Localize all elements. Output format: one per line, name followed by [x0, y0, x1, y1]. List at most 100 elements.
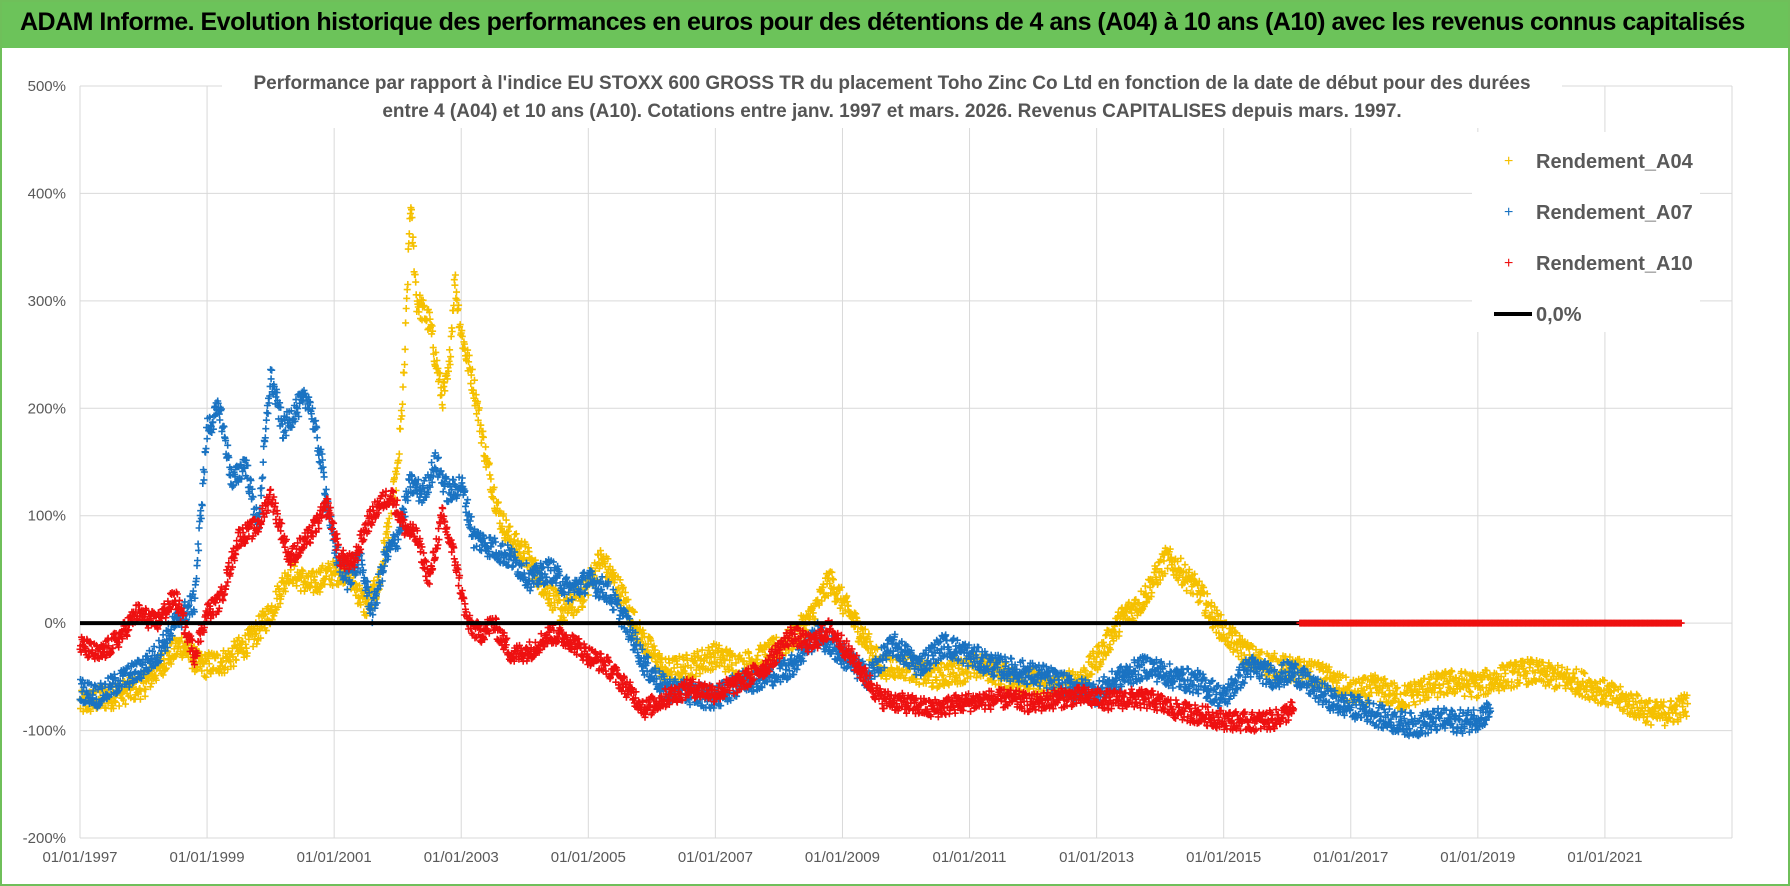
data-point: [482, 443, 490, 451]
data-point: [322, 485, 330, 493]
data-point: [477, 421, 485, 429]
data-point: [249, 643, 257, 650]
data-point: [399, 400, 406, 408]
data-point: [427, 321, 435, 329]
data-point: [415, 308, 423, 316]
data-point: [1181, 561, 1189, 569]
data-point: [356, 582, 364, 590]
data-point: [150, 643, 158, 650]
data-point: [162, 664, 170, 672]
data-point: [284, 571, 292, 579]
data-point: [403, 294, 411, 302]
data-point: [199, 480, 207, 487]
data-point: [214, 652, 222, 660]
data-point: [448, 328, 456, 335]
data-point: [311, 573, 319, 581]
data-point: [262, 627, 270, 635]
data-point: [445, 357, 453, 365]
data-point: [445, 367, 452, 375]
data-point: [1194, 598, 1202, 606]
data-point: [202, 673, 210, 681]
y-tick-label: -100%: [23, 723, 66, 740]
x-tick-label: 01/01/2021: [1567, 849, 1642, 866]
series-a04: [76, 204, 1691, 729]
data-point: [441, 387, 449, 395]
data-point: [447, 332, 455, 340]
data-point: [498, 522, 506, 530]
data-point: [474, 398, 482, 406]
data-point: [487, 475, 495, 483]
data-point: [264, 410, 272, 417]
data-point: [494, 498, 502, 506]
data-point: [398, 412, 406, 420]
data-point: [455, 301, 463, 309]
data-point: [384, 534, 392, 542]
data-point: [1397, 690, 1404, 698]
data-point: [306, 582, 314, 590]
data-point: [316, 569, 324, 576]
data-point: [281, 587, 289, 595]
data-point: [115, 702, 123, 710]
data-point: [396, 425, 404, 433]
data-point: [464, 496, 472, 504]
data-point: [408, 214, 416, 222]
data-point: [439, 488, 447, 496]
data-point: [146, 683, 154, 691]
data-point: [456, 321, 464, 329]
data-point: [830, 576, 837, 584]
data-point: [447, 353, 455, 361]
data-point: [198, 501, 206, 509]
y-tick-label: 400%: [28, 185, 66, 202]
data-point: [416, 291, 424, 299]
data-point: [268, 366, 276, 374]
data-point: [490, 483, 498, 491]
data-point: [241, 632, 249, 639]
data-point: [268, 602, 276, 610]
page-title: ADAM Informe. Evolution historique des p…: [20, 8, 1745, 36]
data-point: [451, 271, 459, 279]
data-point: [385, 515, 393, 522]
data-point: [383, 528, 391, 536]
data-point: [232, 656, 240, 664]
data-point: [262, 416, 270, 424]
data-point: [148, 680, 155, 687]
data-point: [1196, 597, 1204, 605]
data-point: [230, 662, 238, 670]
data-point: [438, 391, 446, 399]
x-axis-labels: 01/01/1997 01/01/1999 01/01/2001 01/01/2003…: [42, 849, 1642, 866]
x-tick-label: 01/01/2009: [805, 849, 880, 866]
data-point: [170, 645, 178, 653]
data-point: [404, 281, 412, 288]
data-point: [486, 471, 494, 479]
data-point: [1633, 690, 1641, 698]
data-point: [159, 671, 167, 679]
data-point: [464, 346, 472, 354]
data-point: [512, 530, 520, 538]
data-point: [405, 230, 413, 238]
data-point: [259, 473, 267, 481]
data-point: [391, 474, 398, 482]
y-tick-label: 0%: [44, 615, 66, 632]
data-point: [329, 582, 337, 589]
data-point: [395, 450, 403, 458]
data-point: [902, 641, 910, 649]
data-point: [500, 510, 508, 518]
data-point: [384, 519, 392, 527]
data-point: [472, 391, 480, 399]
data-point: [434, 364, 442, 372]
chart-area: -200%-100%0%100%200%300%400%500% 01/01/1…: [23, 64, 1733, 866]
x-tick-label: 01/01/2015: [1186, 849, 1261, 866]
data-point: [399, 504, 406, 512]
data-point: [467, 371, 475, 379]
data-point: [259, 458, 267, 466]
y-tick-label: 300%: [28, 293, 66, 310]
data-point: [401, 345, 409, 353]
data-point: [465, 358, 473, 366]
data-point: [408, 206, 415, 214]
data-point: [262, 425, 270, 433]
data-point: [297, 574, 305, 582]
data-point: [426, 315, 434, 323]
data-point: [1461, 692, 1469, 700]
data-point: [439, 404, 447, 412]
